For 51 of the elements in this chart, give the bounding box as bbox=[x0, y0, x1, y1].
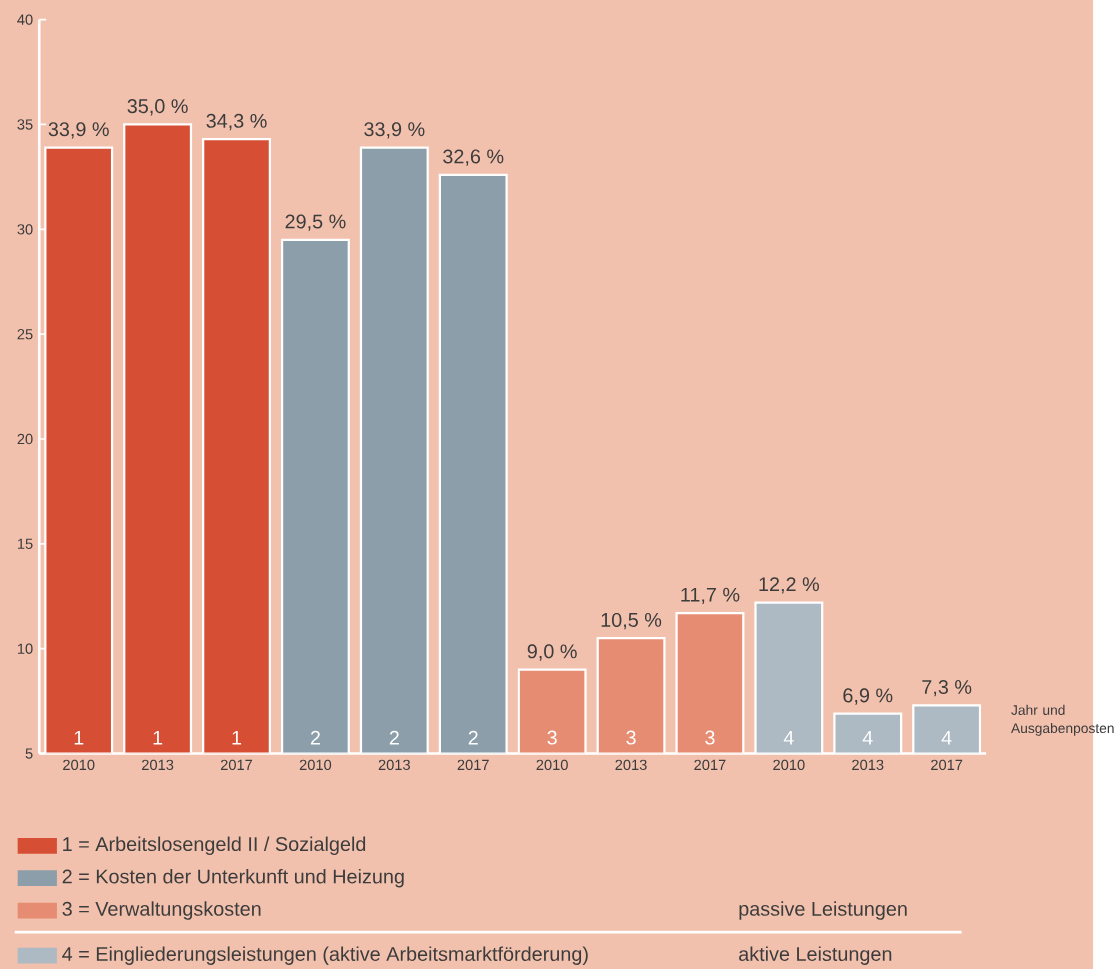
x-tick-label: 2010 bbox=[536, 759, 568, 770]
y-tick-label: 40 bbox=[17, 14, 33, 25]
text: aktive Leistungen bbox=[739, 946, 892, 965]
x-tick-label: 2013 bbox=[852, 759, 884, 770]
x-tick-label: 2013 bbox=[142, 759, 174, 770]
data-label: 11,7 % bbox=[681, 587, 740, 604]
data-label: 29,5 % bbox=[285, 214, 346, 231]
x-tick-label: 2010 bbox=[773, 759, 805, 770]
annotation: 1 bbox=[74, 730, 84, 745]
y-tick-label: 35 bbox=[17, 119, 33, 130]
data-label: 33,9 % bbox=[48, 121, 109, 139]
text: 1 bbox=[232, 730, 242, 745]
x-tick-label: 2013 bbox=[378, 759, 410, 770]
y-tick-label: 30 bbox=[17, 223, 33, 235]
x-tick-label: 2010 bbox=[63, 759, 95, 770]
annotation: 3 bbox=[547, 730, 557, 745]
y-tick-label: 25 bbox=[17, 328, 33, 340]
data-label: 32,6 % bbox=[443, 149, 504, 166]
text: 3 bbox=[705, 730, 715, 745]
data-label: 10,5 % bbox=[601, 612, 662, 630]
x-tick-label: 2017 bbox=[931, 759, 963, 770]
text: 4 bbox=[941, 730, 952, 745]
data-label: 33,9 % bbox=[364, 121, 425, 139]
text: 2 bbox=[389, 730, 399, 745]
annotation: 4 bbox=[783, 730, 794, 745]
text: 3 bbox=[626, 730, 636, 745]
text: passive Leistungen bbox=[739, 901, 907, 920]
annotation: 2 bbox=[310, 730, 320, 745]
x-tick-label: 2013 bbox=[615, 759, 647, 770]
data-label: 9,0 % bbox=[527, 644, 577, 661]
legend-label: 4 = Eingliederungsleistungen (aktive Arbeitsmarktförderung) bbox=[62, 946, 588, 965]
x-tick-label: 2017 bbox=[457, 759, 489, 770]
y-tick-label: 20 bbox=[17, 433, 33, 444]
x-tick-label: 2017 bbox=[220, 759, 253, 770]
legend-label: 3 = Verwaltungskosten bbox=[62, 901, 261, 920]
y-tick-label: 10 bbox=[17, 643, 33, 654]
text: 2 bbox=[468, 730, 478, 745]
legend-label: 2 = Kosten der Unterkunft und Heizung bbox=[62, 868, 404, 888]
data-label: 6,9 % bbox=[843, 688, 893, 705]
x-axis-title: Jahr und Ausgabenposten bbox=[1011, 704, 1114, 736]
y-tick-label: 5 bbox=[25, 748, 33, 759]
data-label: 12,2 % bbox=[759, 577, 819, 594]
legend-label: 1 = Arbeitslosengeld II / Sozialgeld bbox=[63, 836, 366, 855]
text: 4 bbox=[862, 730, 873, 745]
data-label: 7,3 % bbox=[922, 679, 972, 697]
x-tick-label: 2017 bbox=[694, 759, 726, 770]
x-tick-label: 2010 bbox=[299, 759, 332, 770]
data-label: 35,0 % bbox=[127, 98, 188, 116]
data-label: 34,3 % bbox=[206, 113, 267, 130]
text: 1 bbox=[153, 730, 163, 745]
y-tick-label: 15 bbox=[17, 538, 33, 549]
